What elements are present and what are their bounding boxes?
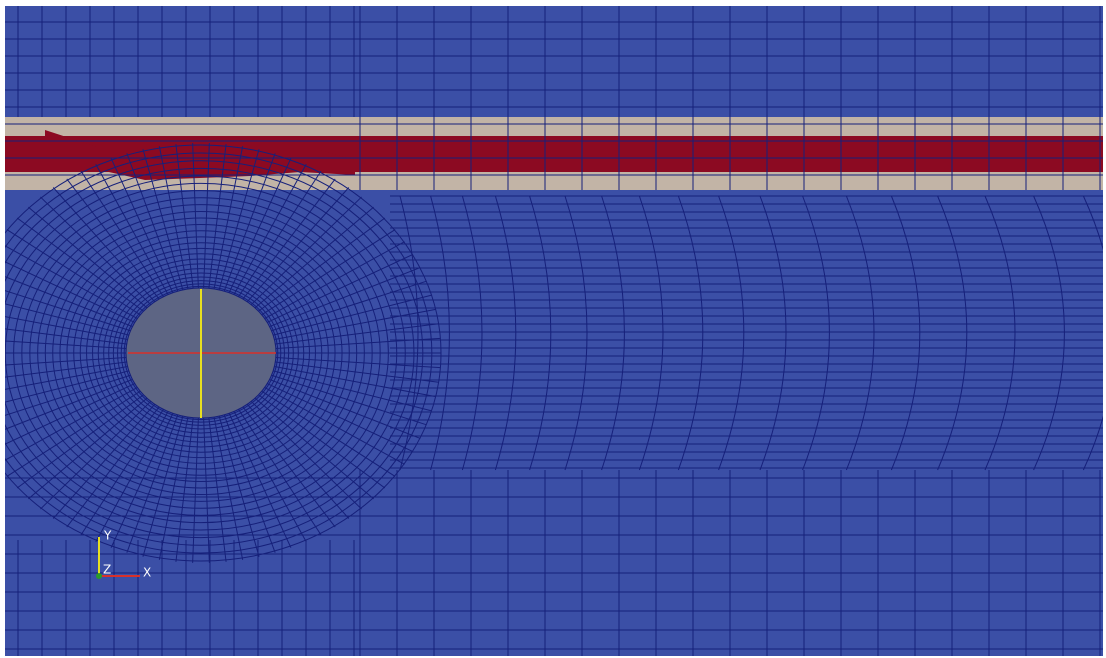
render-view: Y Z X xyxy=(0,0,1106,658)
y-axis-label: Y xyxy=(103,529,112,543)
z-axis-label: Z xyxy=(103,563,111,577)
x-axis-label: X xyxy=(143,566,151,580)
z-axis-arrow xyxy=(96,573,102,579)
